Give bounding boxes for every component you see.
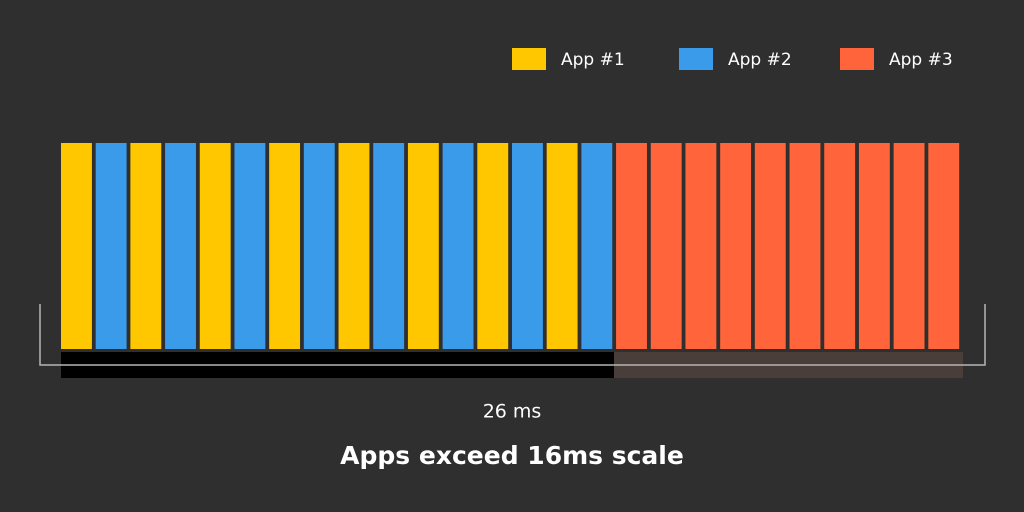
frame-bar xyxy=(61,143,92,349)
bracket xyxy=(39,304,986,366)
frame-bar xyxy=(581,143,613,349)
frame-bar xyxy=(165,143,196,349)
legend-label: App #2 xyxy=(728,50,792,70)
frame-bar xyxy=(893,143,925,349)
legend-swatch xyxy=(840,48,874,70)
legend: App #1 App #2 App #3 xyxy=(512,48,953,70)
legend-swatch xyxy=(679,48,713,70)
frame-bar xyxy=(303,143,335,349)
duration-label: 26 ms xyxy=(483,401,542,423)
frame-bar xyxy=(928,143,960,349)
frame-bar xyxy=(95,143,127,349)
frame-bars xyxy=(61,143,960,349)
legend-label: App #1 xyxy=(561,50,625,70)
frame-bar xyxy=(130,143,162,349)
frame-bar xyxy=(685,143,717,349)
frame-bar xyxy=(269,143,301,349)
legend-swatch xyxy=(512,48,546,70)
frame-bar xyxy=(546,143,578,349)
frame-bar xyxy=(234,143,266,349)
frame-bar xyxy=(858,143,890,349)
frame-bar xyxy=(650,143,682,349)
legend-label: App #3 xyxy=(889,50,953,70)
frame-bar xyxy=(407,143,439,349)
frame-bar xyxy=(338,143,370,349)
frame-bar xyxy=(616,143,647,349)
frame-bar xyxy=(824,143,856,349)
frame-bar xyxy=(720,143,752,349)
frame-bar xyxy=(199,143,231,349)
frame-bar xyxy=(512,143,543,349)
frame-bar xyxy=(373,143,405,349)
caption: Apps exceed 16ms scale xyxy=(340,441,684,470)
frame-bar xyxy=(754,143,786,349)
frame-bar xyxy=(789,143,821,349)
frame-bar xyxy=(442,143,474,349)
frame-bar xyxy=(477,143,509,349)
